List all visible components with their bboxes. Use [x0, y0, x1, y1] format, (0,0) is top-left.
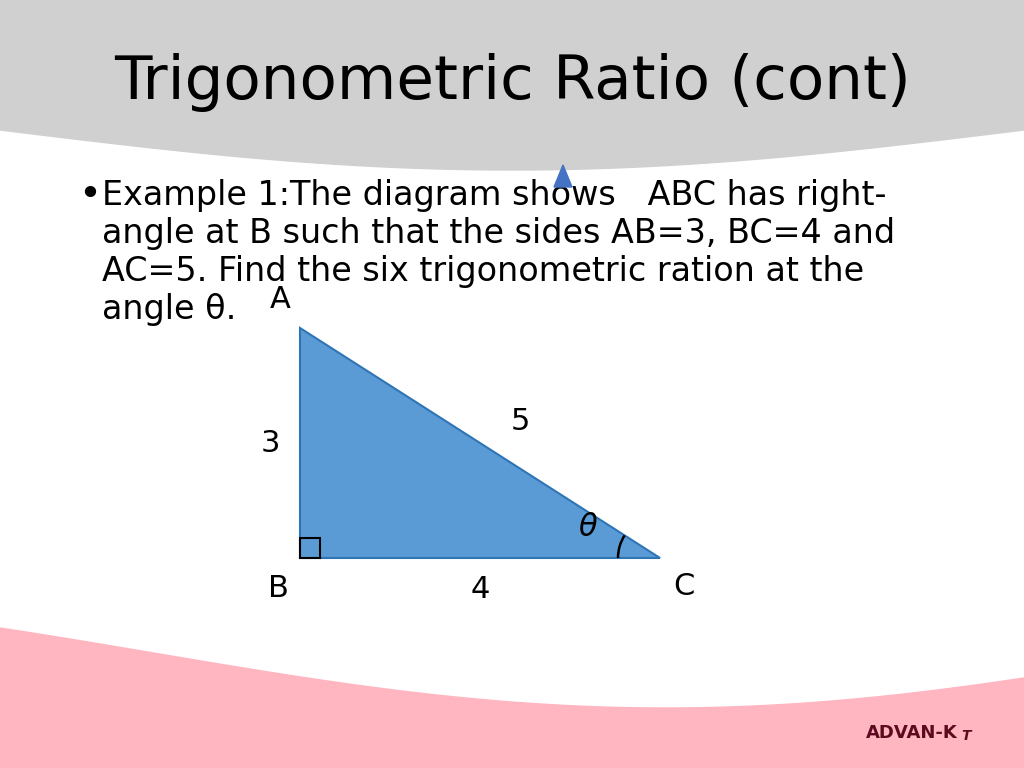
- Text: B: B: [267, 574, 289, 603]
- Text: A: A: [269, 285, 291, 314]
- Text: T: T: [962, 729, 971, 743]
- Text: angle at B such that the sides AB=3, BC=4 and: angle at B such that the sides AB=3, BC=…: [102, 217, 895, 250]
- Text: 4: 4: [470, 575, 489, 604]
- Text: •: •: [78, 176, 101, 214]
- Text: C: C: [674, 572, 694, 601]
- Text: ADVAN-K: ADVAN-K: [866, 724, 958, 742]
- Polygon shape: [0, 628, 1024, 768]
- Text: θ: θ: [579, 514, 597, 542]
- Polygon shape: [554, 165, 572, 187]
- Text: 3: 3: [260, 429, 280, 458]
- Text: Trigonometric Ratio (cont): Trigonometric Ratio (cont): [114, 54, 910, 112]
- Text: angle θ.: angle θ.: [102, 293, 237, 326]
- Text: Example 1:The diagram shows   ABC has right-: Example 1:The diagram shows ABC has righ…: [102, 178, 887, 211]
- Polygon shape: [0, 0, 1024, 170]
- Text: 5: 5: [510, 406, 529, 435]
- Polygon shape: [300, 328, 660, 558]
- Text: AC=5. Find the six trigonometric ration at the: AC=5. Find the six trigonometric ration …: [102, 254, 864, 287]
